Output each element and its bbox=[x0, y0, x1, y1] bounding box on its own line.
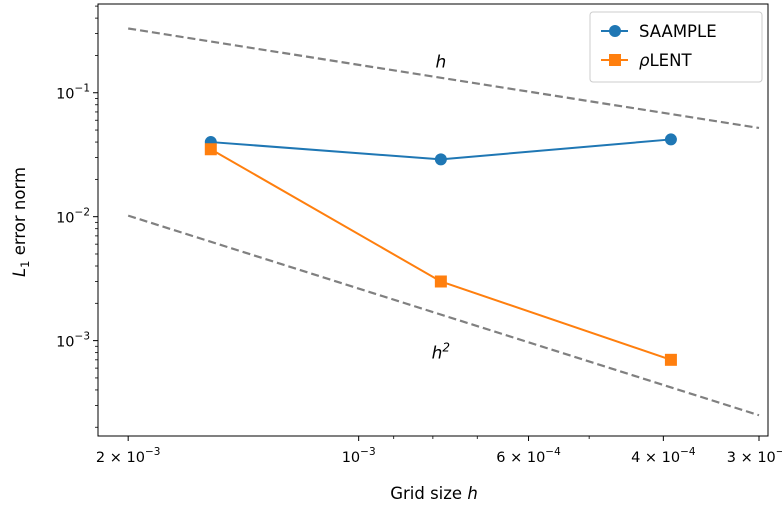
legend: SAAMPLE ρLENT bbox=[589, 11, 763, 83]
series-layer bbox=[204, 133, 677, 366]
legend-label-rholent: ρLENT bbox=[639, 51, 692, 70]
x-tick-label: 4 × 10−4 bbox=[631, 446, 696, 466]
reference-label-h-squared: h2 bbox=[432, 340, 450, 363]
legend-frame bbox=[589, 11, 763, 83]
reference-label-h: h bbox=[435, 52, 446, 72]
legend-entry-rholent: ρLENT bbox=[601, 51, 692, 70]
y-tick-label: 10−3 bbox=[56, 331, 90, 351]
legend-entry-saample: SAAMPLE bbox=[601, 22, 717, 41]
data-point-lent bbox=[204, 143, 217, 156]
x-tick-label: 2 × 10−3 bbox=[96, 446, 161, 466]
data-point-saample bbox=[664, 133, 677, 146]
reference-lines: h h2 bbox=[127, 27, 760, 417]
legend-marker-rholent bbox=[609, 54, 621, 66]
x-tick-label: 10−3 bbox=[342, 446, 376, 466]
x-axis-label: Grid size h bbox=[390, 484, 478, 503]
data-point-lent bbox=[664, 353, 677, 366]
y-tick-label: 10−2 bbox=[56, 207, 90, 227]
axis-ticks: 2 × 10−3 10−3 6 × 10−4 4 × 10−4 3 × 10−4 10−1… bbox=[56, 5, 782, 466]
x-tick-label: 3 × 10−4 bbox=[727, 446, 782, 466]
series-line-lent bbox=[210, 148, 672, 361]
reference-line-h bbox=[128, 27, 760, 130]
legend-marker-saample bbox=[609, 25, 621, 37]
reference-line-h-squared bbox=[127, 214, 760, 417]
y-axis-label: L1 error norm bbox=[10, 167, 32, 277]
legend-label-saample: SAAMPLE bbox=[639, 22, 717, 41]
data-point-lent bbox=[434, 275, 447, 288]
y-tick-label: 10−1 bbox=[56, 83, 90, 103]
x-tick-label: 6 × 10−4 bbox=[496, 446, 561, 466]
data-point-saample bbox=[434, 153, 447, 166]
